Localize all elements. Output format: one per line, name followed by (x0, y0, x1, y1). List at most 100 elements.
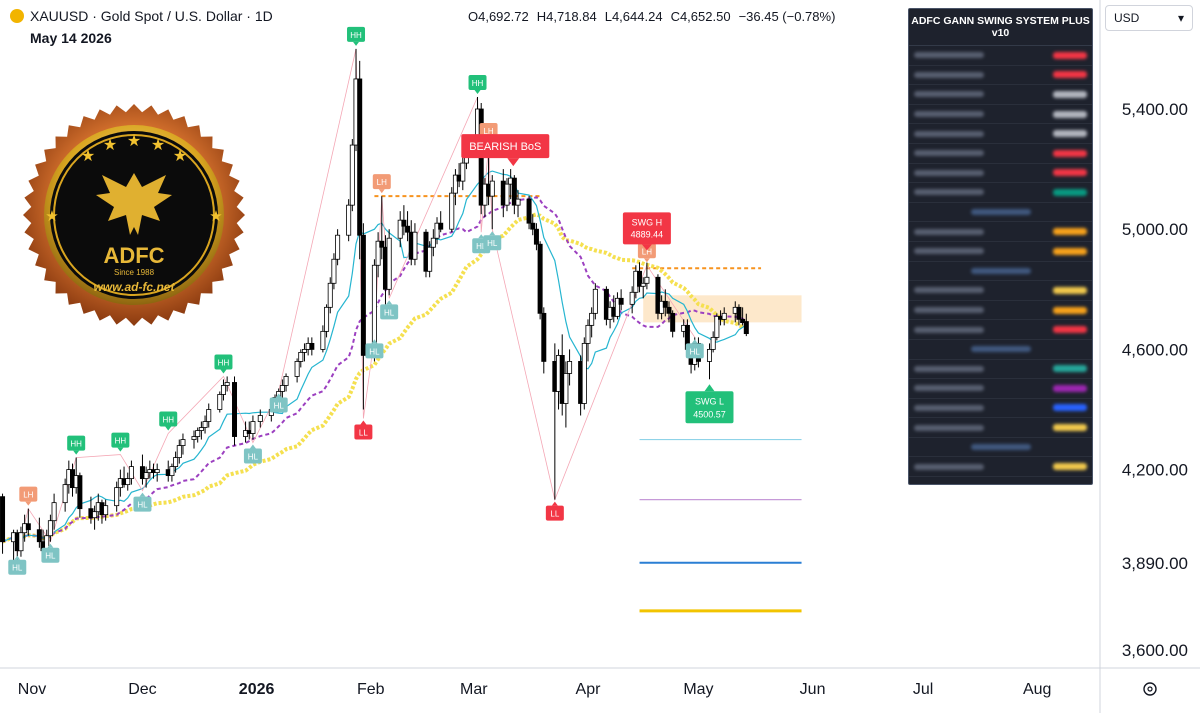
candle[interactable] (412, 223, 418, 266)
candle[interactable] (324, 304, 330, 338)
candle[interactable] (220, 379, 226, 401)
currency-selector[interactable]: USD ▾ (1105, 5, 1193, 31)
candle[interactable] (62, 478, 68, 512)
candle[interactable] (51, 493, 57, 530)
candle[interactable] (662, 289, 668, 317)
candle[interactable] (460, 157, 466, 191)
candle[interactable] (397, 211, 403, 248)
candle[interactable] (430, 229, 436, 257)
candle[interactable] (563, 361, 569, 428)
candle-body (206, 409, 212, 422)
candle[interactable] (511, 175, 517, 215)
candle[interactable] (224, 376, 230, 392)
candle[interactable] (279, 379, 285, 398)
candle[interactable] (438, 211, 444, 233)
candle[interactable] (740, 307, 746, 326)
candle[interactable] (434, 217, 440, 245)
candle[interactable] (128, 460, 134, 485)
candle[interactable] (537, 241, 543, 320)
candle[interactable] (294, 358, 300, 383)
candle[interactable] (379, 196, 385, 260)
candle[interactable] (198, 421, 204, 440)
candle[interactable] (232, 376, 238, 446)
candle[interactable] (0, 493, 6, 554)
candle[interactable] (375, 232, 381, 278)
candle[interactable] (405, 211, 411, 242)
candle[interactable] (47, 514, 53, 542)
candle[interactable] (298, 349, 304, 368)
candle[interactable] (180, 433, 186, 455)
candle[interactable] (139, 454, 145, 485)
candle[interactable] (206, 403, 212, 428)
candle[interactable] (103, 499, 109, 521)
candle[interactable] (714, 313, 720, 341)
candle[interactable] (640, 277, 646, 299)
candle[interactable] (309, 337, 315, 356)
candle[interactable] (217, 391, 223, 413)
candle[interactable] (386, 229, 392, 296)
candle[interactable] (191, 430, 197, 449)
candle[interactable] (331, 253, 337, 290)
candle[interactable] (589, 307, 595, 338)
candle[interactable] (427, 241, 433, 278)
candle[interactable] (176, 439, 182, 464)
candle[interactable] (530, 214, 536, 236)
candle[interactable] (614, 292, 620, 320)
candle[interactable] (515, 190, 521, 218)
candle[interactable] (18, 526, 24, 557)
candle[interactable] (644, 262, 650, 290)
candle[interactable] (320, 325, 326, 353)
candle[interactable] (401, 205, 407, 236)
candle[interactable] (357, 60, 363, 260)
gear-icon[interactable] (1143, 682, 1157, 696)
candle[interactable] (257, 409, 263, 428)
candle[interactable] (114, 481, 120, 512)
candle[interactable] (327, 277, 333, 314)
candle[interactable] (721, 307, 727, 326)
candle[interactable] (143, 466, 149, 488)
candle[interactable] (655, 274, 661, 320)
candle[interactable] (36, 517, 42, 548)
candle[interactable] (533, 223, 539, 251)
candle[interactable] (301, 343, 307, 362)
candle[interactable] (349, 139, 355, 212)
star-icons: ★ ★ ★ ★ ★ ★ ★ (45, 133, 222, 225)
candle[interactable] (637, 262, 643, 293)
candle[interactable] (125, 472, 131, 491)
candle[interactable] (489, 175, 495, 230)
candle[interactable] (173, 451, 179, 473)
candle[interactable] (585, 319, 591, 362)
symbol-header[interactable]: XAUUSD · Gold Spot / U.S. Dollar · 1D (10, 8, 273, 24)
candle[interactable] (629, 286, 635, 314)
candle[interactable] (618, 289, 624, 311)
candle[interactable] (666, 301, 672, 323)
candle[interactable] (592, 283, 598, 320)
candle[interactable] (250, 415, 256, 440)
candle[interactable] (92, 505, 98, 530)
candle[interactable] (603, 286, 609, 326)
candle[interactable] (526, 196, 532, 230)
candle[interactable] (581, 337, 587, 410)
candle[interactable] (360, 223, 366, 410)
candle[interactable] (25, 508, 31, 536)
candle[interactable] (195, 427, 201, 443)
candle[interactable] (504, 178, 510, 212)
candle[interactable] (736, 304, 742, 326)
candle[interactable] (154, 463, 160, 482)
candle[interactable] (670, 310, 676, 338)
candle[interactable] (449, 187, 455, 233)
candle[interactable] (452, 169, 458, 206)
candle[interactable] (346, 199, 352, 242)
candle[interactable] (335, 229, 341, 266)
candle[interactable] (202, 415, 208, 434)
candle[interactable] (706, 343, 712, 380)
candle[interactable] (743, 313, 749, 337)
candle[interactable] (77, 472, 83, 518)
candle[interactable] (567, 349, 573, 386)
candle[interactable] (169, 463, 175, 482)
candle[interactable] (283, 373, 289, 392)
candle[interactable] (541, 307, 547, 374)
candle[interactable] (710, 331, 716, 353)
